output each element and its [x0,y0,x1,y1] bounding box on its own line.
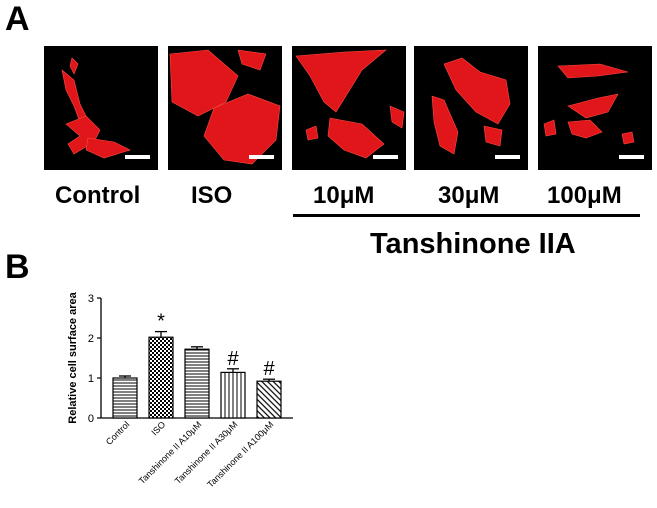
condition-label-30um: 30μM [438,182,500,209]
scale-bar [249,155,274,159]
micrograph-100um [538,46,652,170]
condition-label-control: Control [55,182,141,209]
y-tick-label: 3 [88,293,94,305]
y-tick-label: 2 [88,333,94,345]
scale-bar [495,155,520,159]
micrograph-10um [292,46,406,170]
bar [220,371,246,419]
bar [256,380,282,419]
panel-b-label: B [5,248,30,286]
treatment-bracket-label: Tanshinone IIA [370,228,576,260]
micrograph-control [44,46,158,170]
bar [184,348,210,419]
scale-bar [619,155,644,159]
panel-a-label: A [5,0,30,38]
bar-chart: 0 1 2 3 Relative cell surface area Control * IS… [67,291,293,490]
significance-marker: * [157,311,165,333]
x-tick-label: Tanshinone II A100μM [205,419,275,489]
micrograph-30um [414,46,528,170]
scale-bar [125,155,150,159]
condition-label-iso: ISO [191,182,233,209]
y-tick-label: 0 [88,413,94,425]
y-tick-label: 1 [88,373,94,385]
x-tick-label: ISO [149,419,167,437]
bar [148,336,174,419]
y-axis-label: Relative cell surface area [67,291,79,423]
significance-marker: # [227,348,239,370]
x-tick-label: Tanshinone II A10μM [137,419,204,486]
x-tick-label: Control [104,419,132,447]
bar [112,377,138,419]
scale-bar [373,155,398,159]
condition-label-100um: 100μM [547,182,622,209]
treatment-bracket [293,214,640,217]
micrograph-iso [168,46,282,170]
x-tick-label: Tanshinone II A30μM [173,419,240,486]
condition-label-10um: 10μM [313,182,375,209]
significance-marker: # [263,358,275,380]
